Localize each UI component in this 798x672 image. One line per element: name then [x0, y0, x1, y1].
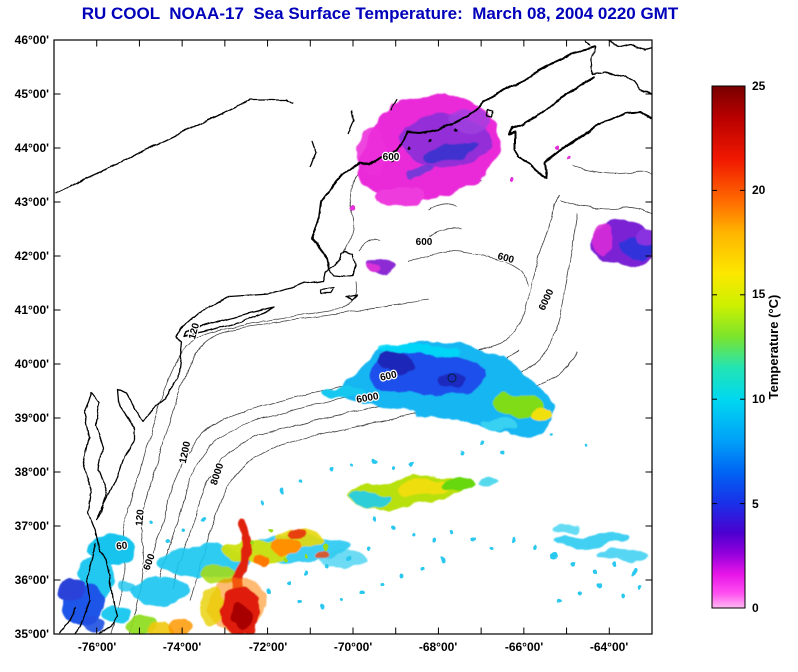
y-tick-label: 42°00' — [15, 249, 49, 263]
figure-title: RU COOL NOAA-17 Sea Surface Temperature:… — [81, 4, 679, 23]
x-axis-labels: -76°00' -74°00' -72°00' -70°00' -68°00' … — [78, 640, 628, 654]
x-tick-label: -64°00' — [590, 640, 628, 654]
station-marker — [447, 373, 457, 383]
x-tick-label: -74°00' — [163, 640, 201, 654]
bay-of-fundy-coast — [591, 46, 652, 96]
x-tick-label: -70°00' — [334, 640, 372, 654]
marthas-vineyard — [319, 286, 335, 294]
sst-speckles-magenta — [349, 146, 572, 211]
contour-label: 120 — [134, 509, 146, 527]
x-tick-label: -76°00' — [78, 640, 116, 654]
colorbar-tick-label: 15 — [752, 287, 766, 301]
grand-manan — [486, 109, 494, 118]
y-tick-label: 45°00' — [15, 87, 49, 101]
contour-label: 6000 — [537, 287, 557, 312]
x-tick-label: -66°00' — [505, 640, 543, 654]
mid-atlantic-coast — [96, 250, 357, 520]
canada-border — [54, 98, 294, 194]
y-tick-label: 41°00' — [15, 303, 49, 317]
chesapeake-bay-outline — [82, 392, 108, 531]
rivers — [309, 98, 397, 169]
contour-label: 60 — [116, 541, 128, 553]
contour-label: 600 — [142, 552, 158, 572]
sst-patch-scotian-shelf — [366, 222, 652, 273]
sst-patch-mid-shelf — [348, 475, 500, 509]
contour-label: 8000 — [209, 462, 226, 487]
long-island — [183, 306, 275, 337]
y-tick-label: 39°00' — [15, 411, 49, 425]
colorbar-tick-label: 5 — [752, 497, 759, 511]
sst-speckles-cyan — [150, 432, 642, 611]
sst-patch-coastal-virginia — [57, 532, 192, 634]
y-tick-label: 38°00' — [15, 465, 49, 479]
colorbar-gradient — [711, 85, 746, 609]
y-tick-label: 36°00' — [15, 573, 49, 587]
y-tick-label: 44°00' — [15, 141, 49, 155]
contour-label: 1200 — [178, 440, 193, 464]
colorbar-ticks — [712, 85, 745, 609]
nova-scotia-coast — [508, 77, 652, 179]
colorbar-tick-label: 20 — [752, 183, 766, 197]
sst-patches — [57, 93, 652, 634]
y-tick-label: 35°00' — [15, 627, 49, 641]
axis-ticks — [53, 39, 653, 635]
y-tick-label: 37°00' — [15, 519, 49, 533]
x-tick-label: -68°00' — [419, 640, 457, 654]
coastline — [54, 40, 652, 634]
colorbar-tick-label: 25 — [752, 79, 766, 93]
contour-label: 120 — [187, 321, 202, 340]
contour-label: 600 — [496, 251, 515, 266]
colorbar-tick-label: 10 — [752, 392, 766, 406]
gulf-of-maine-coast — [311, 46, 597, 270]
contour-label: 6000 — [356, 391, 380, 406]
nantucket — [345, 294, 358, 301]
x-tick-label: -72°00' — [249, 640, 287, 654]
gulf-st-lawrence-coast — [584, 40, 652, 50]
y-axis-labels: 46°00' 45°00' 44°00' 43°00' 42°00' 41°00… — [15, 33, 49, 641]
colorbar: 25 20 15 10 5 0 Temperature (°C) — [711, 79, 781, 615]
sst-patch-gulf-stream — [130, 519, 370, 634]
contour-label: 600 — [383, 152, 400, 163]
y-tick-label: 43°00' — [15, 195, 49, 209]
sst-patch-offshore-east — [552, 523, 648, 562]
sst-speckles-green — [250, 530, 329, 563]
contour-label: 600 — [416, 237, 433, 248]
y-tick-label: 46°00' — [15, 33, 49, 47]
contour-label: 600 — [379, 369, 398, 383]
sst-patch-georges-bank — [322, 340, 557, 435]
colorbar-tick-label: 0 — [752, 601, 759, 615]
y-tick-label: 40°00' — [15, 357, 49, 371]
colorbar-title: Temperature (°C) — [766, 295, 781, 400]
sst-patch-gulf-of-maine — [358, 93, 499, 206]
